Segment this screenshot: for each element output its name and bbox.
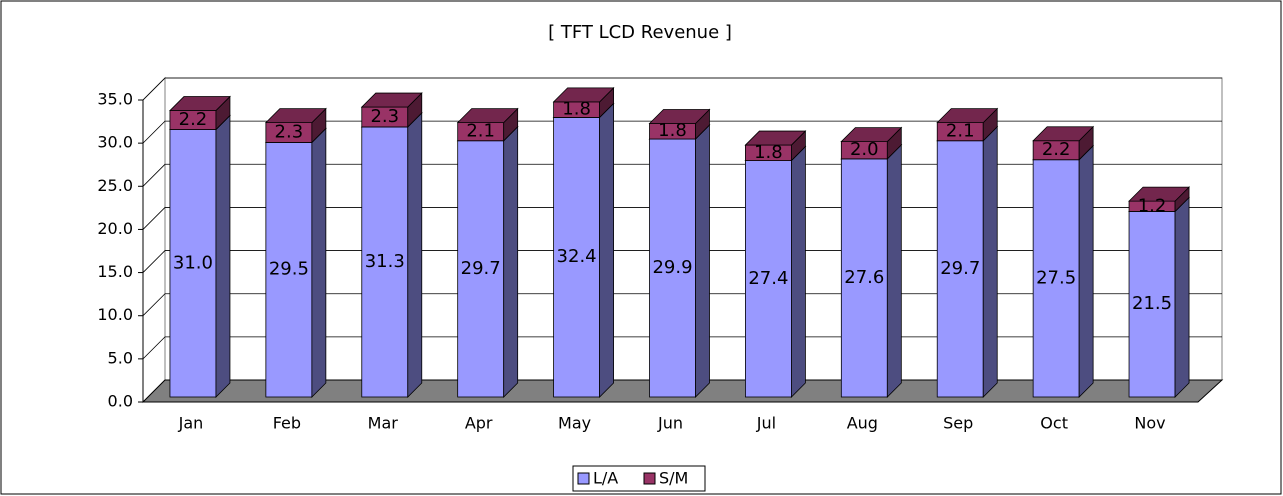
bar-side <box>1174 196 1190 398</box>
bar-side <box>599 102 614 398</box>
bar-segment <box>648 108 711 140</box>
bar-side <box>791 145 806 398</box>
bar-segment <box>840 143 903 398</box>
x-tick-label: Nov <box>1134 414 1165 433</box>
value-label: 27.6 <box>844 267 884 288</box>
y-tick-label: 10.0 <box>97 305 133 324</box>
value-label: 21.5 <box>1132 293 1172 314</box>
legend-label: S/M <box>659 469 688 488</box>
bar-segment <box>264 127 327 398</box>
bar-top <box>456 108 519 124</box>
value-label: 27.4 <box>748 268 788 289</box>
bar-segment <box>648 124 711 398</box>
bar-segment <box>840 126 903 160</box>
value-label: 2.1 <box>946 121 975 142</box>
value-label: 2.2 <box>179 109 208 130</box>
bar-segment <box>552 86 615 119</box>
value-label: 1.8 <box>658 120 687 141</box>
bar-top <box>1128 186 1191 202</box>
x-tick-label: Jul <box>756 414 776 433</box>
y-tick-label: 30.0 <box>97 133 133 152</box>
bar-side <box>503 125 519 398</box>
legend-swatch <box>577 472 590 485</box>
bar-segment <box>456 107 519 142</box>
y-tick-label: 0.0 <box>108 392 133 411</box>
bar-side <box>695 124 710 398</box>
bar-segment <box>456 125 519 398</box>
value-label: 2.0 <box>850 139 879 160</box>
y-tick-label: 5.0 <box>108 348 133 367</box>
y-tick-label: 20.0 <box>97 219 133 238</box>
grid-line <box>142 120 1222 144</box>
value-label: 1.8 <box>562 99 591 120</box>
x-tick-label: Aug <box>847 414 878 433</box>
bar-top <box>264 108 327 124</box>
value-label: 29.7 <box>940 258 980 279</box>
value-label: 1.8 <box>754 142 783 163</box>
value-label: 29.9 <box>652 257 692 278</box>
grid-line <box>142 77 1222 101</box>
bar-side <box>982 125 998 398</box>
bar-side <box>1078 144 1094 398</box>
bar-segment <box>936 107 999 142</box>
bar-segment <box>1128 196 1191 398</box>
bar-front <box>457 140 505 398</box>
y-tick-label: 15.0 <box>97 262 133 281</box>
legend-label: L/A <box>593 469 618 488</box>
bar-front <box>840 158 888 398</box>
bar-side <box>886 143 902 398</box>
bar-segment <box>1128 186 1191 213</box>
bar-front <box>1128 211 1176 398</box>
value-label: 2.3 <box>275 122 304 143</box>
y-tick-label: 25.0 <box>97 176 133 195</box>
bar-segment <box>1032 144 1095 398</box>
bar-segment <box>1032 125 1095 161</box>
bar-front <box>265 142 313 398</box>
x-tick-label: Feb <box>273 414 301 433</box>
side-wall <box>142 76 166 404</box>
bar-segment <box>360 92 423 128</box>
bar-top <box>360 92 423 108</box>
x-tick-label: Apr <box>465 414 493 433</box>
bar-top <box>744 130 807 146</box>
bar-segment <box>744 130 807 162</box>
bar-segment <box>168 95 231 131</box>
value-label: 32.4 <box>557 246 597 267</box>
legend <box>572 465 706 492</box>
value-label: 2.3 <box>370 106 399 127</box>
x-tick-label: Mar <box>368 414 399 433</box>
chart-title: [ TFT LCD Revenue ] <box>548 22 732 43</box>
bar-top <box>168 96 231 111</box>
x-tick-label: Sep <box>943 414 973 433</box>
value-label: 31.3 <box>365 251 405 272</box>
bar-top <box>648 109 711 124</box>
x-tick-label: Oct <box>1040 414 1068 433</box>
x-tick-label: Jan <box>178 414 204 433</box>
value-label: 2.2 <box>1042 139 1071 160</box>
value-label: 1.2 <box>1138 195 1167 216</box>
bar-top <box>840 127 903 142</box>
legend-swatch <box>643 472 656 485</box>
x-tick-label: May <box>558 414 591 433</box>
value-label: 2.1 <box>466 121 495 142</box>
value-label: 29.5 <box>269 259 309 280</box>
bar-front <box>649 138 696 398</box>
y-tick-label: 35.0 <box>97 90 133 109</box>
bar-side <box>311 127 327 398</box>
bar-top <box>936 108 999 124</box>
value-label: 27.5 <box>1036 267 1076 288</box>
bar-top <box>552 87 615 103</box>
bar-top <box>1032 126 1095 142</box>
x-tick-label: Jun <box>657 414 683 433</box>
bar-segment <box>264 107 327 144</box>
bar-side <box>215 114 231 398</box>
bar-side <box>407 111 423 398</box>
value-label: 29.7 <box>461 258 501 279</box>
value-label: 31.0 <box>173 252 213 273</box>
bar-front <box>936 140 984 398</box>
